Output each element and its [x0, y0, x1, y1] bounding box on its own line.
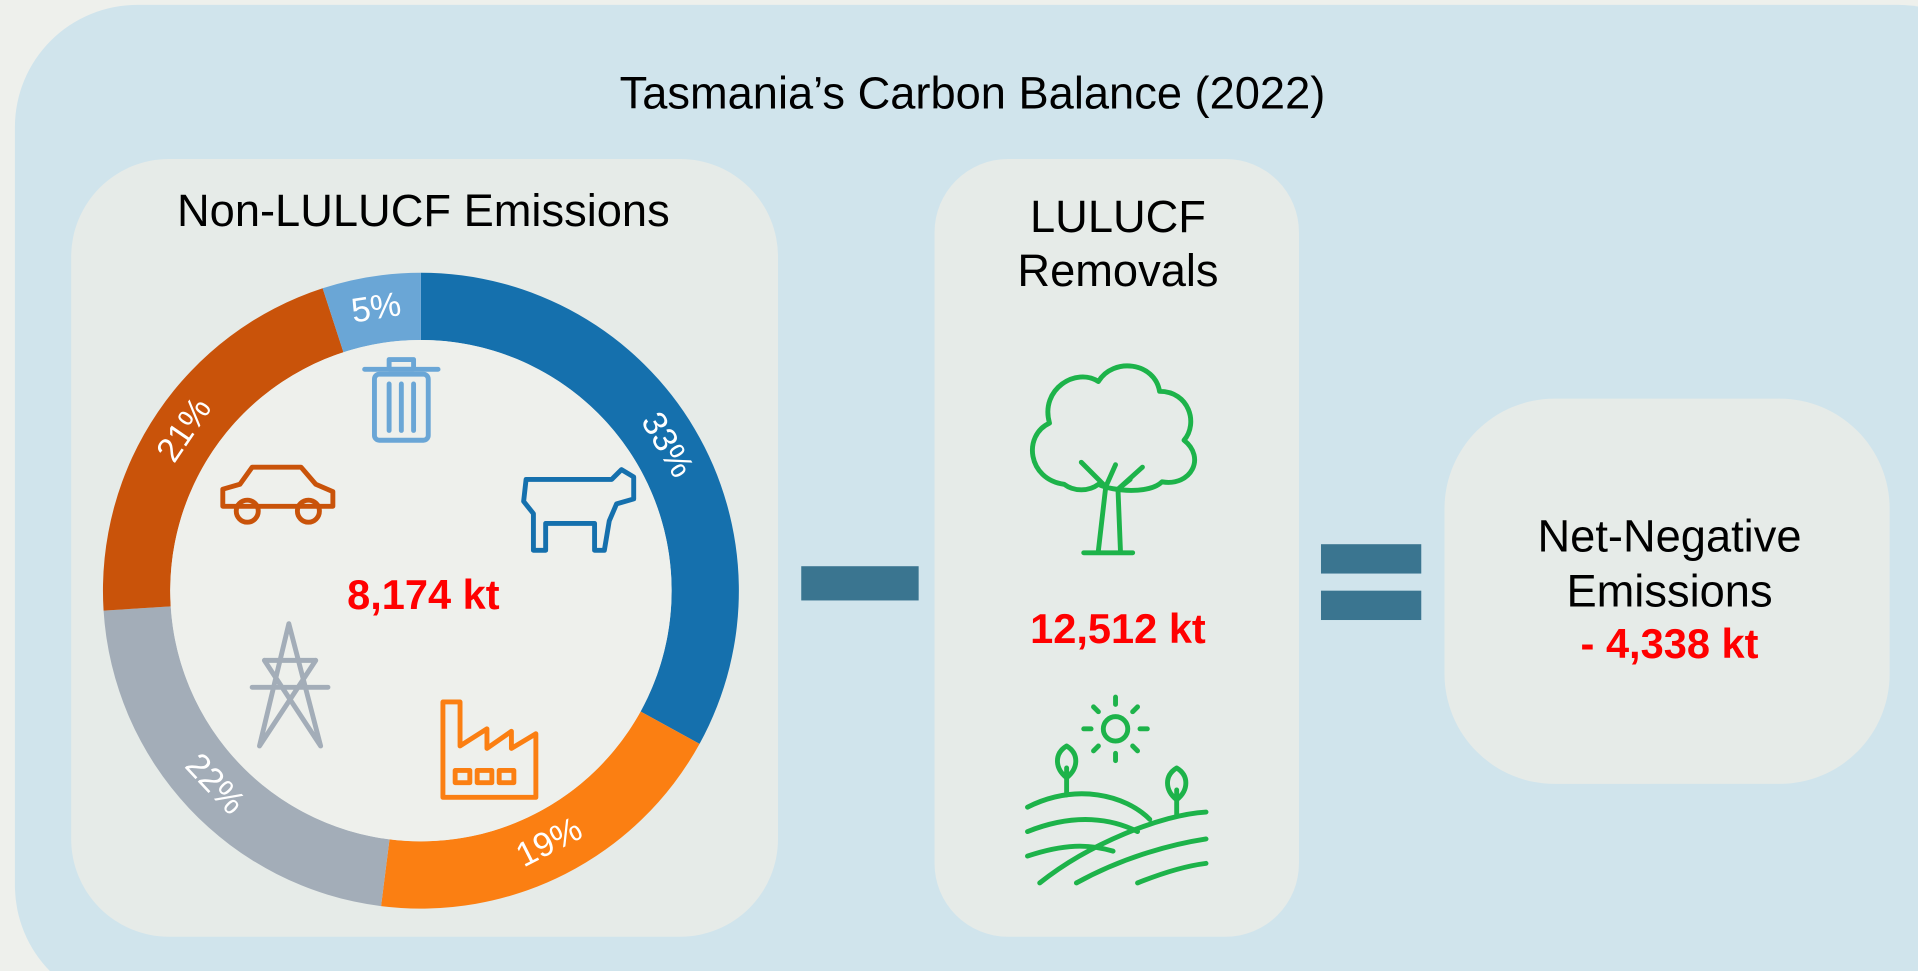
- removals-title: Removals: [1017, 245, 1218, 296]
- removals-panel: [934, 158, 1299, 937]
- waste-icon: [362, 357, 441, 443]
- donut-segment: [420, 272, 739, 744]
- donut-segment: [322, 272, 421, 353]
- segment-label: 5%: [349, 285, 404, 330]
- agriculture-icon: [521, 467, 637, 553]
- net-panel: [1444, 398, 1890, 784]
- removals-title: LULUCF: [1030, 191, 1206, 242]
- industry-icon: [440, 699, 539, 800]
- minus-sign: [801, 566, 919, 601]
- tree-icon: [1030, 363, 1197, 556]
- net-total: - 4,338 kt: [1581, 620, 1759, 667]
- equals-sign: [1320, 544, 1422, 574]
- energy-icon: [249, 621, 331, 749]
- net-title: Emissions: [1566, 565, 1772, 616]
- removals-total: 12,512 kt: [1030, 605, 1206, 652]
- donut-segment: [381, 711, 700, 909]
- net-title: Net-Negative: [1538, 510, 1802, 561]
- main-title: Tasmania’s Carbon Balance (2022): [620, 68, 1326, 119]
- donut-segment: [103, 606, 390, 907]
- emissions-total: 8,174 kt: [347, 571, 500, 618]
- donut-segment: [102, 288, 344, 611]
- emissions-title: Non-LULUCF Emissions: [177, 185, 670, 236]
- land-icon: [1025, 694, 1209, 886]
- equals-sign: [1320, 590, 1422, 621]
- transport-icon: [220, 464, 336, 525]
- donut-chart: 33%19%22%21%5%: [102, 272, 739, 909]
